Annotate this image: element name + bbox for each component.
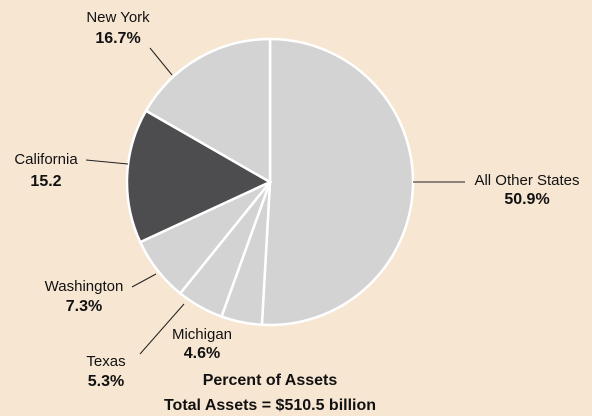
chart-title: Percent of Assets xyxy=(203,372,338,389)
pie-slice xyxy=(260,37,415,327)
value-label: 5.3% xyxy=(88,373,124,390)
pie xyxy=(125,37,415,327)
value-label: 7.3% xyxy=(66,298,102,315)
pie-slice xyxy=(144,37,272,185)
slice-label: All Other States xyxy=(474,172,579,189)
value-label: 50.9% xyxy=(504,191,549,208)
value-label: 4.6% xyxy=(184,345,220,362)
slice-label: Texas xyxy=(86,353,125,370)
slice-label: California xyxy=(14,151,78,168)
leader-line xyxy=(139,303,185,355)
value-label: 16.7% xyxy=(95,30,140,47)
pie-slice xyxy=(125,109,273,244)
leader-line xyxy=(131,273,157,288)
value-label: 15.2 xyxy=(30,173,61,190)
leader-line xyxy=(149,47,173,76)
chart-subtitle: Total Assets = $510.5 billion xyxy=(164,397,376,414)
slice-label: New York xyxy=(86,9,150,26)
leader-line xyxy=(85,159,129,165)
slice-label: Washington xyxy=(45,278,124,295)
slice-label: Michigan xyxy=(172,326,232,343)
